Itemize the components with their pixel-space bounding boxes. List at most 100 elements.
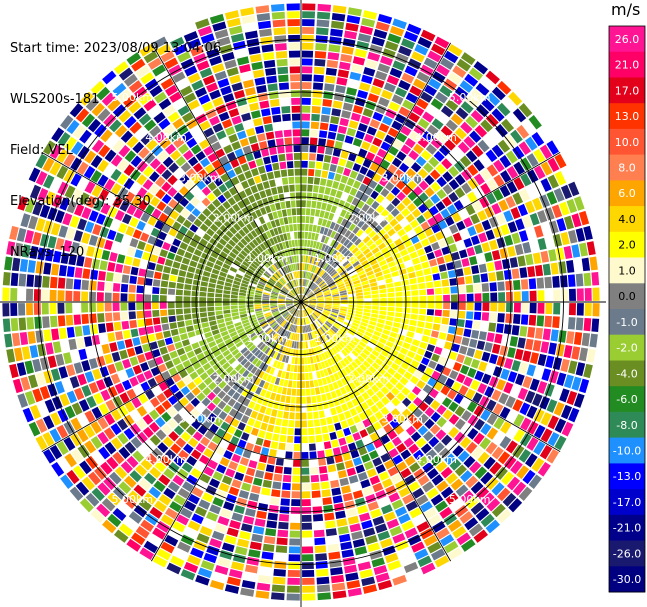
velocity-gate	[445, 119, 458, 132]
velocity-gate	[301, 475, 310, 483]
velocity-gate	[281, 209, 288, 217]
range-ring-label: 1.00km	[314, 332, 356, 345]
velocity-gate	[387, 164, 398, 174]
velocity-gate	[280, 169, 288, 177]
velocity-gate	[387, 306, 395, 312]
velocity-gate	[301, 299, 309, 302]
velocity-gate	[209, 55, 223, 66]
velocity-gate	[230, 33, 245, 43]
velocity-gate	[309, 451, 317, 459]
velocity-gate	[302, 333, 305, 341]
velocity-gate	[209, 579, 225, 591]
velocity-gate	[573, 258, 583, 273]
velocity-gate	[410, 359, 420, 369]
velocity-gate	[422, 481, 435, 493]
velocity-gate	[150, 366, 160, 377]
velocity-gate	[277, 529, 289, 538]
velocity-gate	[364, 369, 373, 378]
velocity-gate	[156, 71, 170, 84]
velocity-gate	[347, 152, 357, 162]
velocity-gate	[279, 161, 287, 170]
velocity-gate	[315, 292, 323, 297]
velocity-gate	[488, 272, 497, 282]
velocity-gate	[408, 481, 421, 492]
velocity-gate	[357, 219, 365, 228]
velocity-gate	[328, 282, 336, 288]
velocity-gate	[384, 358, 393, 367]
velocity-gate	[338, 182, 346, 192]
velocity-gate	[86, 245, 95, 257]
velocity-gate	[226, 255, 235, 263]
velocity-gate	[178, 449, 189, 461]
velocity-gate	[114, 210, 125, 221]
velocity-gate	[472, 274, 481, 284]
velocity-gate	[286, 303, 293, 306]
velocity-gate	[416, 214, 426, 225]
velocity-gate	[114, 232, 124, 243]
velocity-gate	[209, 170, 219, 181]
velocity-gate	[285, 145, 293, 153]
velocity-gate	[112, 302, 120, 312]
velocity-gate	[430, 411, 441, 423]
velocity-gate	[258, 216, 266, 225]
velocity-gate	[269, 237, 275, 246]
velocity-gate	[561, 421, 574, 437]
velocity-gate	[311, 395, 317, 404]
velocity-gate	[455, 327, 464, 336]
velocity-gate	[481, 242, 491, 253]
range-ring-label: 4.00km	[145, 131, 187, 144]
velocity-gate	[332, 241, 340, 249]
velocity-gate	[262, 543, 275, 552]
velocity-gate	[156, 43, 172, 56]
velocity-gate	[262, 302, 270, 304]
velocity-gate	[313, 185, 319, 193]
velocity-gate	[413, 143, 424, 155]
velocity-gate	[241, 388, 250, 397]
velocity-gate	[9, 225, 19, 241]
velocity-gate	[466, 347, 476, 358]
velocity-gate	[542, 328, 551, 341]
velocity-gate	[584, 303, 592, 317]
velocity-gate	[26, 274, 35, 287]
velocity-gate	[279, 251, 284, 259]
velocity-gate	[393, 223, 403, 232]
colorbar-tick-label: -1.0	[616, 316, 637, 329]
velocity-gate	[533, 225, 544, 238]
velocity-gate	[123, 115, 137, 129]
velocity-gate	[330, 286, 338, 291]
velocity-gate	[444, 216, 455, 227]
velocity-gate	[436, 416, 447, 428]
velocity-gate	[151, 294, 159, 302]
velocity-gate	[377, 530, 391, 541]
velocity-gate	[442, 409, 453, 420]
velocity-gate	[107, 492, 121, 506]
velocity-gate	[361, 337, 369, 345]
colorbar-swatch	[609, 437, 645, 464]
velocity-gate	[540, 178, 552, 192]
velocity-gate	[336, 234, 344, 242]
velocity-gate	[209, 89, 221, 100]
velocity-gate	[237, 219, 245, 228]
velocity-gate	[456, 220, 466, 231]
velocity-gate	[270, 220, 277, 228]
velocity-gate	[254, 227, 262, 236]
velocity-gate	[318, 354, 324, 362]
velocity-gate	[114, 124, 128, 138]
velocity-gate	[237, 344, 246, 351]
velocity-gate	[98, 270, 106, 281]
velocity-gate	[301, 412, 307, 420]
velocity-gate	[331, 12, 346, 22]
velocity-gate	[517, 387, 528, 401]
velocity-gate	[533, 424, 546, 439]
velocity-gate	[122, 235, 132, 246]
velocity-gate	[165, 360, 174, 370]
velocity-gate	[375, 214, 384, 224]
velocity-gate	[529, 352, 539, 365]
velocity-gate	[196, 352, 205, 361]
velocity-gate	[183, 561, 199, 574]
velocity-gate	[349, 271, 357, 277]
velocity-gate	[144, 78, 159, 91]
velocity-gate	[192, 162, 203, 173]
velocity-gate	[321, 313, 329, 318]
velocity-gate	[389, 567, 405, 579]
